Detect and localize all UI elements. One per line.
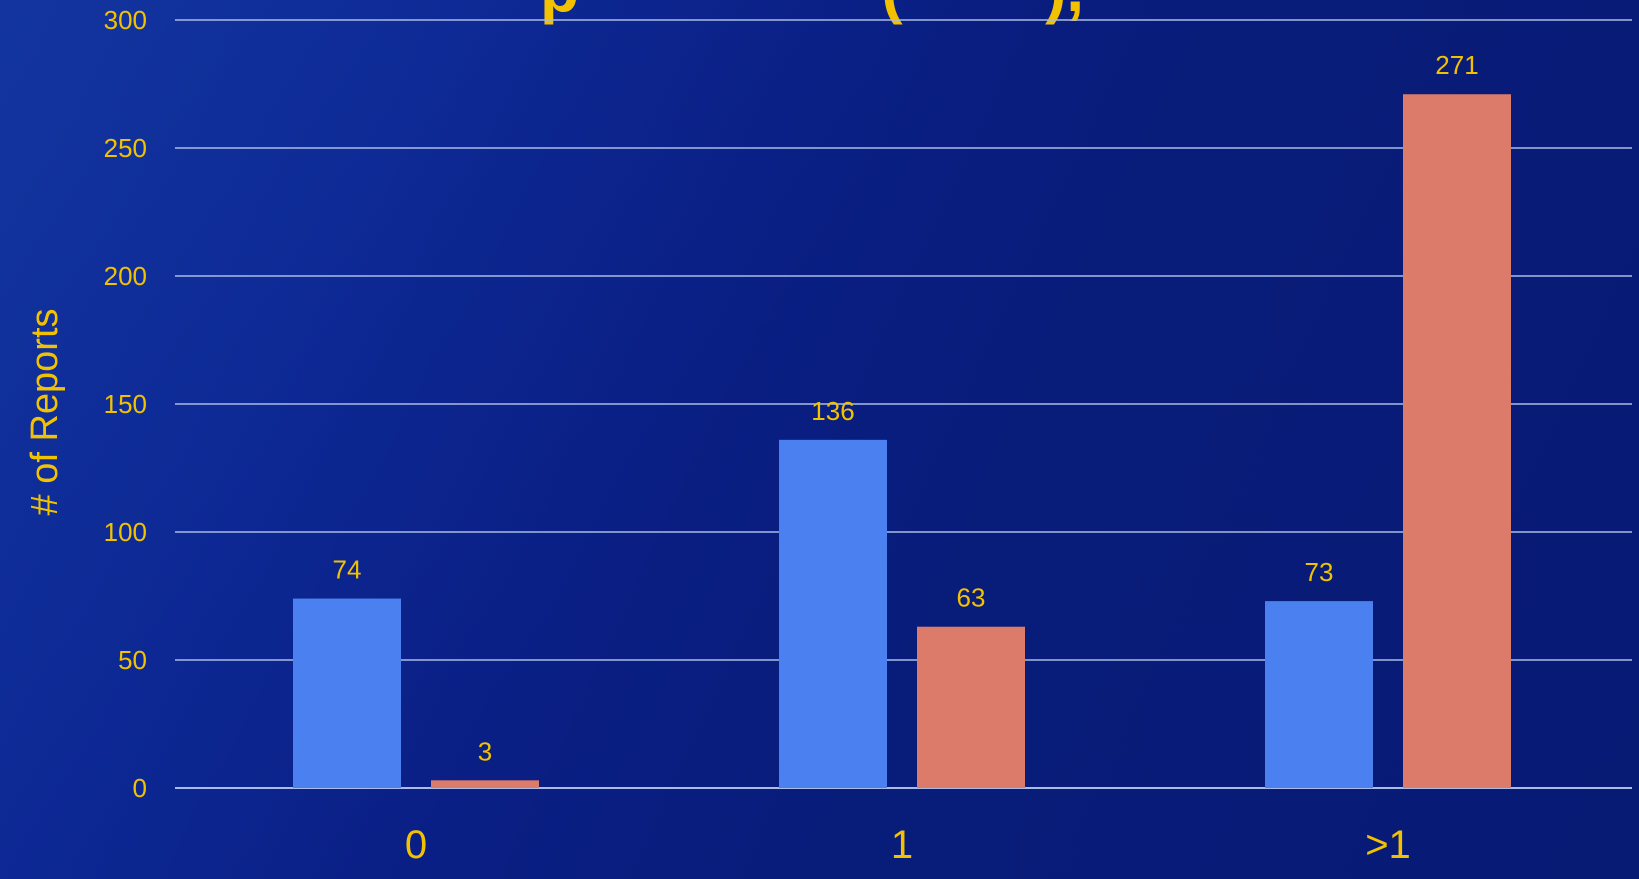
bar-series1-1: [779, 439, 887, 788]
y-axis-title: # of Reports: [24, 309, 66, 516]
x-category-label: 0: [405, 823, 427, 867]
y-tick-label: 0: [133, 773, 147, 803]
bar-series1->1: [1265, 601, 1373, 788]
y-tick-label: 250: [104, 133, 147, 163]
data-label: 74: [333, 555, 362, 585]
y-axis-ticks: 0 50 100 150 200 250 300: [104, 5, 147, 803]
y-tick-label: 300: [104, 5, 147, 35]
slide-title-fragment: p ( ),: [540, 0, 1084, 26]
data-labels: 74 136 73 3 63 271: [333, 50, 1479, 766]
bar-series1-0: [293, 598, 401, 788]
x-category-label: >1: [1365, 823, 1411, 867]
bar-series2->1: [1403, 94, 1511, 789]
x-category-label: 1: [891, 823, 913, 867]
bar-series2-0: [431, 780, 539, 788]
data-label: 3: [478, 736, 492, 766]
bar-series2-1: [917, 626, 1025, 788]
y-tick-label: 50: [118, 645, 147, 675]
gridlines: [175, 19, 1632, 789]
data-label: 271: [1435, 50, 1478, 80]
data-label: 136: [811, 396, 854, 426]
y-tick-label: 200: [104, 261, 147, 291]
bars: [293, 94, 1511, 789]
data-label: 73: [1305, 557, 1334, 587]
y-tick-label: 100: [104, 517, 147, 547]
x-axis-categories: 0 1 >1: [405, 823, 1411, 867]
y-tick-label: 150: [104, 389, 147, 419]
data-label: 63: [957, 583, 986, 613]
